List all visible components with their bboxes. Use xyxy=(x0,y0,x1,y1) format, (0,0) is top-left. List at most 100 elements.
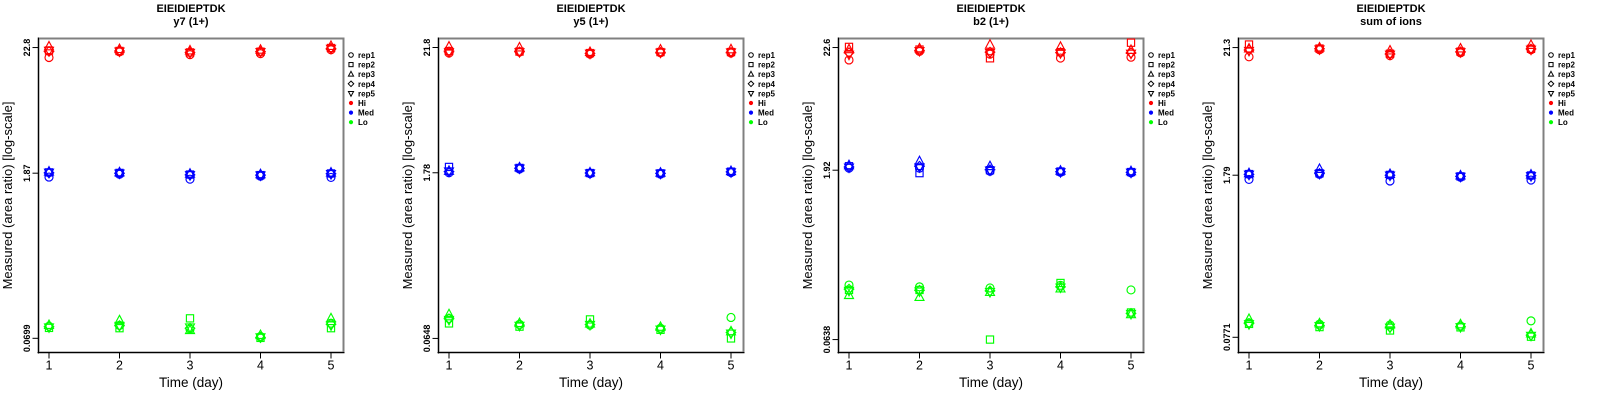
data-point-lo-rep5-day1 xyxy=(43,323,55,334)
data-point-lo-rep1-day5 xyxy=(1526,316,1536,326)
data-point-hi-rep2-day3 xyxy=(985,54,995,63)
data-point-hi-rep3-day5 xyxy=(1125,43,1137,54)
y-tick-label: 0.0699 xyxy=(22,325,32,353)
data-point-lo-rep5-day4 xyxy=(1055,283,1066,294)
data-point-hi-rep5-day2 xyxy=(914,46,925,58)
ion-subtitle: y5 (1+) xyxy=(573,16,609,28)
data-point-hi-rep5-day4 xyxy=(255,47,266,59)
legend-label: Med xyxy=(758,109,774,118)
data-points xyxy=(843,38,1137,344)
data-point-lo-rep5-day1 xyxy=(1243,320,1255,331)
data-point-med-rep5-day5 xyxy=(1525,172,1537,183)
data-point-lo-rep5-day5 xyxy=(725,329,737,340)
x-tick-label: 2 xyxy=(116,359,123,373)
data-point-lo-rep3-day2 xyxy=(114,314,125,325)
y-tick-label: 1.78 xyxy=(422,164,432,182)
data-point-hi-rep5-day1 xyxy=(1243,46,1255,58)
data-point-med-rep3-day2 xyxy=(1314,162,1325,173)
data-point-lo-rep3-day2 xyxy=(914,290,925,302)
data-point-med-rep3-day2 xyxy=(114,166,125,177)
data-point-hi-rep2-day1 xyxy=(1244,40,1254,49)
x-axis-title: Time (day) xyxy=(959,375,1023,390)
data-point-hi-rep5-day5 xyxy=(1525,45,1537,56)
legend-label: Lo xyxy=(1558,118,1568,127)
data-point-hi-rep3-day3 xyxy=(1384,44,1396,55)
data-point-med-rep3-day2 xyxy=(514,161,525,172)
data-points xyxy=(43,39,337,344)
legend-label: rep1 xyxy=(1558,51,1575,60)
data-point-med-rep3-day5 xyxy=(725,164,737,176)
legend-symbol-rep1 xyxy=(748,52,754,58)
data-point-lo-rep1-day3 xyxy=(985,283,995,293)
legend-dot-Lo xyxy=(1548,120,1554,125)
legend-symbol-rep2 xyxy=(1148,62,1154,68)
plot-area: 22.8 1.87 0.0699 1 2 3 4 5 Time (day) Measured (a… xyxy=(0,37,375,390)
data-point-med-rep3-day3 xyxy=(584,166,596,177)
data-point-med-rep1-day1 xyxy=(1244,174,1254,184)
x-axis-title: Time (day) xyxy=(159,375,223,390)
data-point-med-rep5-day3 xyxy=(1384,171,1396,182)
data-point-lo-rep5-day4 xyxy=(1455,323,1466,334)
data-point-hi-rep5-day5 xyxy=(725,48,737,59)
data-point-hi-rep5-day4 xyxy=(655,48,666,59)
x-tick-label: 4 xyxy=(657,359,664,373)
data-point-med-rep5-day2 xyxy=(114,169,125,180)
peptide-title: EIEIDIEPTDK xyxy=(556,3,626,15)
data-point-hi-rep5-day3 xyxy=(1384,50,1396,61)
data-point-med-rep5-day5 xyxy=(1125,168,1137,179)
legend-label: rep1 xyxy=(758,51,775,60)
data-point-med-rep5-day2 xyxy=(1314,169,1325,181)
panel-y7: EIEIDIEPTDK y7 (1+) 22.8 1.87 0.0699 1 2 3 4 5 T… xyxy=(0,0,400,400)
data-point-med-rep5-day1 xyxy=(43,168,55,179)
data-point-med-rep5-day3 xyxy=(984,166,996,177)
peptide-title: EIEIDIEPTDK xyxy=(156,3,226,15)
data-point-lo-rep3-day1 xyxy=(1243,312,1255,323)
legend-symbol-rep5 xyxy=(1547,90,1555,98)
y-tick-label: 1.92 xyxy=(822,161,832,179)
data-point-hi-rep2-day5 xyxy=(1126,38,1136,47)
data-point-lo-rep5-day2 xyxy=(514,321,525,332)
legend-symbol-rep5 xyxy=(747,90,755,98)
data-point-hi-rep5-day2 xyxy=(1314,45,1325,56)
y-tick-label: 0.0771 xyxy=(1222,324,1232,352)
x-tick-label: 4 xyxy=(1057,359,1064,373)
legend-label: Lo xyxy=(358,118,368,127)
legend-label: rep3 xyxy=(1158,70,1175,79)
legend-label: rep3 xyxy=(758,70,775,79)
data-point-lo-rep4-day3 xyxy=(984,285,996,297)
legend-symbol-rep3 xyxy=(1147,70,1155,77)
legend-symbol-rep1 xyxy=(1148,52,1154,58)
data-point-lo-rep2-day3 xyxy=(185,314,195,323)
data-point-med-rep1-day3 xyxy=(185,174,195,184)
legend-symbol-rep4 xyxy=(347,80,355,88)
legend-symbol-rep1 xyxy=(1548,52,1554,58)
legend-dot-Med xyxy=(1548,110,1554,115)
legend-dot-Med xyxy=(748,110,754,115)
data-point-med-rep3-day4 xyxy=(255,168,266,179)
data-point-med-rep5-day2 xyxy=(514,164,525,175)
x-tick-label: 1 xyxy=(446,359,453,373)
panel-b2: EIEIDIEPTDK b2 (1+) 22.6 1.92 0.0638 1 2 3 4 5 T… xyxy=(800,0,1200,400)
data-point-hi-rep5-day4 xyxy=(1055,49,1066,60)
plot-area: 22.6 1.92 0.0638 1 2 3 4 5 Time (day) Measured (a… xyxy=(800,37,1175,390)
x-tick-label: 3 xyxy=(587,359,594,373)
x-tick-label: 5 xyxy=(328,359,335,373)
plot-title: EIEIDIEPTDK y5 (1+) xyxy=(438,3,744,29)
legend-symbol-rep4 xyxy=(747,80,755,88)
legend-label: rep4 xyxy=(358,80,375,89)
data-point-lo-rep3-day1 xyxy=(443,308,455,319)
data-point-hi-rep3-day4 xyxy=(1455,42,1466,53)
data-point-lo-rep1-day5 xyxy=(1126,285,1136,295)
x-axis-title: Time (day) xyxy=(559,375,623,390)
peptide-title: EIEIDIEPTDK xyxy=(1356,3,1426,15)
data-point-lo-rep5-day4 xyxy=(255,333,266,344)
legend-label: Med xyxy=(1158,109,1174,118)
x-tick-label: 4 xyxy=(257,359,264,373)
data-point-lo-rep4-day5 xyxy=(325,318,337,330)
legend-label: Med xyxy=(1558,109,1574,118)
y-tick-label: 21.8 xyxy=(422,39,432,57)
data-point-med-rep5-day1 xyxy=(443,167,455,178)
